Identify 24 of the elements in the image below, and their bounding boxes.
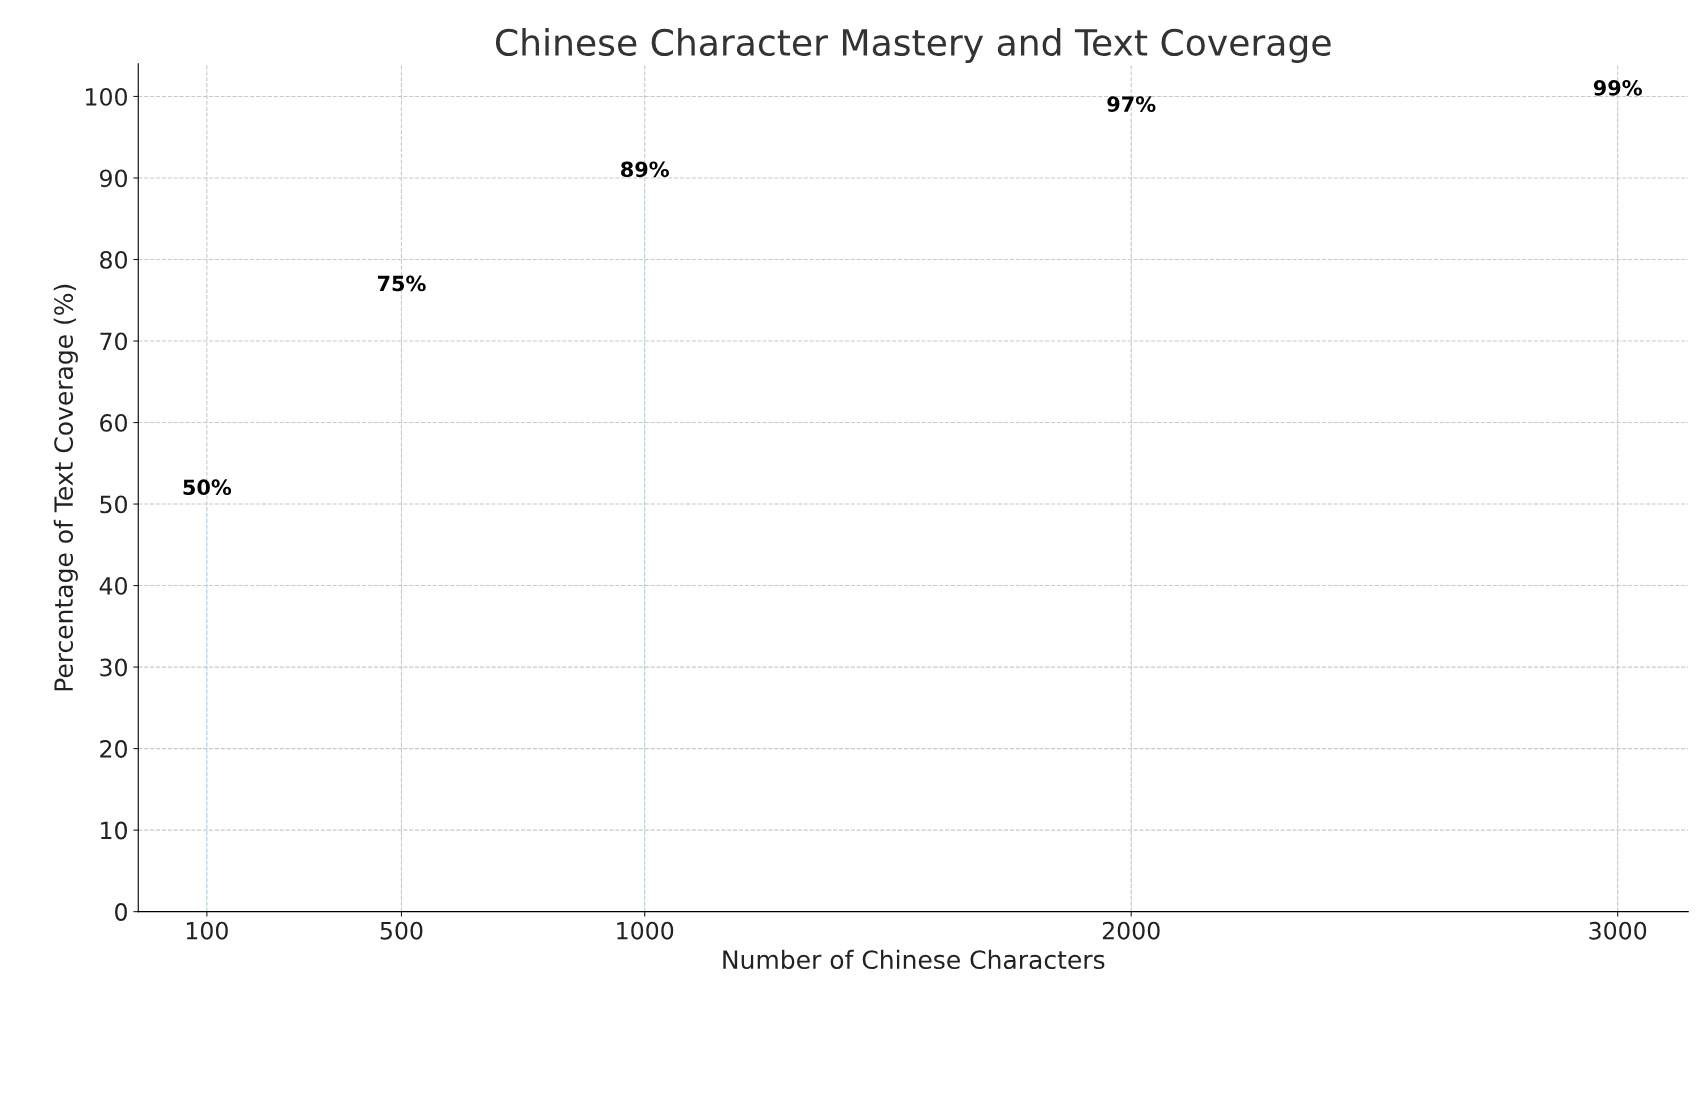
y-tick-label: 90 [99,169,127,188]
x-tick-label: 2000 [1102,921,1160,940]
data-label: 89% [621,161,669,178]
y-tick-label: 80 [100,250,127,269]
x-tick-label: 1000 [617,921,674,940]
x-tick-label: 100 [186,921,228,940]
data-label: 97% [1107,96,1156,112]
chart-title: Chinese Character Mastery and Text Coverage [495,28,1331,64]
data-label: 75% [377,275,426,292]
y-tick-label: 60 [100,413,127,432]
y-tick-label: 70 [100,332,127,351]
y-axis-title: Percentage of Text Coverage (%) [53,284,78,691]
y-tick-label: 20 [100,740,127,758]
data-label: 50% [183,479,232,496]
y-tick-label: 40 [99,577,127,595]
y-tick-label: 30 [100,658,127,677]
y-tick-label: 100 [86,87,127,106]
x-tick-label: 500 [380,921,423,940]
y-tick-label: 10 [101,821,127,840]
x-tick-label: 3000 [1589,921,1647,940]
y-tick-label: 0 [115,903,127,921]
x-axis-title: Number of Chinese Characters [723,949,1105,970]
data-label: 99% [1593,79,1642,96]
y-tick-label: 50 [100,495,127,514]
